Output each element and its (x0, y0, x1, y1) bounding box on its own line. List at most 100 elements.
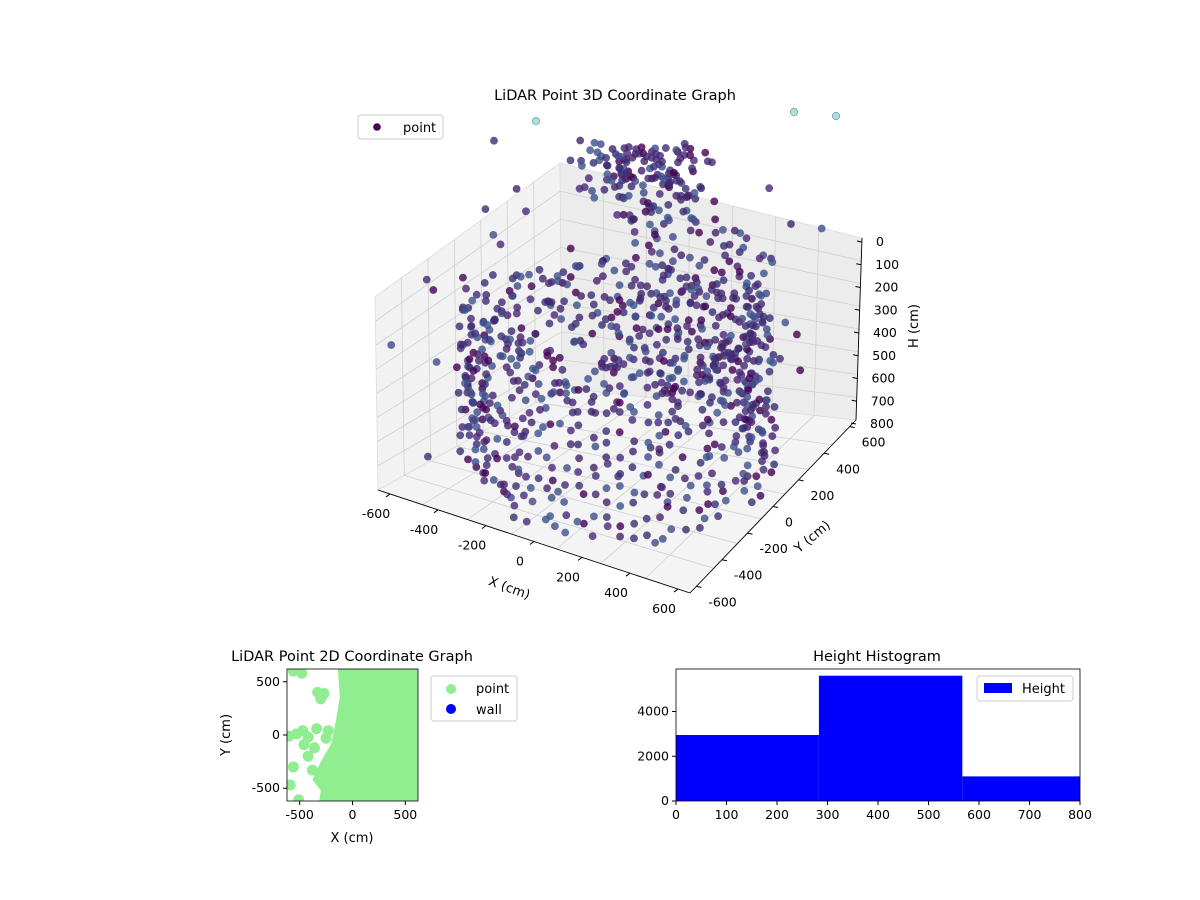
data-point-3d (710, 266, 719, 275)
data-point-3d (742, 234, 751, 243)
data-point-3d (749, 338, 758, 346)
data-point-3d (661, 144, 670, 152)
data-point-3d (591, 472, 600, 480)
data-point-3d (690, 189, 699, 197)
data-point-3d (765, 184, 774, 193)
data-point-3d (555, 353, 564, 362)
data-point-3d (590, 138, 599, 147)
data-point-3d (502, 416, 511, 425)
x-tick-label-3d: 400 (604, 585, 628, 600)
ticks-histogram: 0 100 200 300 400 500 600 700 800 0 2000 4000 (637, 704, 1092, 822)
data-point-3d (734, 448, 743, 456)
data-point-2d (298, 739, 310, 751)
data-point-3d (559, 268, 568, 276)
data-point-3d (694, 335, 703, 344)
data-point-3d (545, 319, 554, 328)
data-point-3d (602, 513, 611, 521)
data-point-3d (522, 207, 530, 216)
data-point-3d (743, 444, 752, 453)
data-point-3d (588, 532, 597, 540)
data-point-3d (616, 522, 625, 531)
data-point-3d (546, 512, 555, 520)
data-point-3d (534, 429, 543, 438)
data-point-3d (767, 468, 776, 477)
x-tick-label-3d: -200 (458, 538, 486, 553)
z-tick-label-3d: 500 (872, 348, 896, 363)
data-point-3d (662, 302, 670, 311)
x-axis-label-2d: X (cm) (331, 831, 374, 846)
chart-2d: LiDAR Point 2D Coordinate Graph -500 0 500… (219, 649, 518, 846)
data-point-3d (745, 374, 754, 383)
data-point-3d (631, 177, 640, 186)
data-point-3d (666, 489, 675, 498)
data-point-3d (647, 311, 656, 320)
data-point-3d (472, 290, 481, 299)
data-point-3d (616, 502, 625, 510)
data-point-3d (488, 362, 496, 370)
data-point-3d (765, 367, 774, 376)
data-point-3d (665, 440, 674, 449)
data-point-3d (744, 303, 752, 311)
data-point-3d (602, 498, 611, 507)
data-point-3d (587, 398, 596, 406)
data-point-3d (591, 367, 599, 376)
data-point-3d (461, 306, 470, 314)
data-point-3d (620, 390, 628, 398)
data-point-3d (714, 512, 722, 521)
data-point-3d (480, 476, 489, 485)
data-point-3d (471, 458, 480, 466)
data-point-3d (506, 335, 514, 344)
data-point-3d (645, 367, 654, 376)
data-point-3d (615, 428, 624, 437)
data-point-3d (688, 327, 696, 336)
data-point-3d (508, 393, 516, 402)
data-point-3d (638, 325, 647, 334)
y-tick-label-histogram: 4000 (637, 704, 669, 719)
data-point-3d (542, 453, 551, 462)
data-point-3d (575, 184, 584, 193)
data-point-3d (717, 343, 725, 352)
data-point-3d (457, 405, 466, 414)
data-point-3d (464, 455, 472, 464)
legend-histogram-swatch (984, 683, 1012, 693)
data-point-3d (755, 254, 764, 263)
data-point-3d (769, 351, 778, 359)
data-point-3d (706, 398, 714, 407)
data-point-3d (622, 267, 631, 276)
data-point-3d (767, 415, 776, 424)
data-point-3d (747, 498, 756, 507)
data-point-3d (630, 488, 639, 497)
data-point-3d (727, 402, 735, 410)
data-point-3d (468, 414, 477, 423)
data-point-3d (665, 216, 673, 225)
data-point-2d (287, 730, 295, 742)
data-point-3d (756, 491, 765, 500)
data-point-3d (703, 157, 712, 166)
y-tick-3d (849, 426, 855, 429)
data-point-3d (615, 281, 624, 289)
data-point-3d (757, 291, 766, 300)
data-point-3d (677, 251, 686, 260)
data-point-3d (660, 175, 668, 183)
data-point-3d (747, 433, 756, 442)
data-point-3d (757, 341, 766, 350)
data-point-3d (678, 287, 687, 295)
data-point-3d (532, 117, 540, 125)
data-point-3d (696, 353, 705, 362)
data-point-3d (500, 480, 508, 489)
data-point-3d (463, 338, 472, 347)
data-point-3d (735, 248, 744, 256)
data-point-3d (720, 352, 728, 360)
x-tick-3d (625, 572, 631, 577)
data-point-3d (573, 301, 581, 310)
data-point-3d (751, 322, 760, 331)
data-point-3d (660, 357, 668, 365)
legend-histogram: Height (976, 675, 1074, 702)
data-point-3d (577, 292, 585, 300)
data-point-3d (473, 408, 482, 416)
data-point-2d (320, 732, 332, 744)
data-point-3d (481, 469, 490, 477)
data-point-3d (730, 226, 739, 235)
y-tick-label-2d: 500 (256, 674, 280, 689)
data-point-3d (730, 289, 739, 298)
